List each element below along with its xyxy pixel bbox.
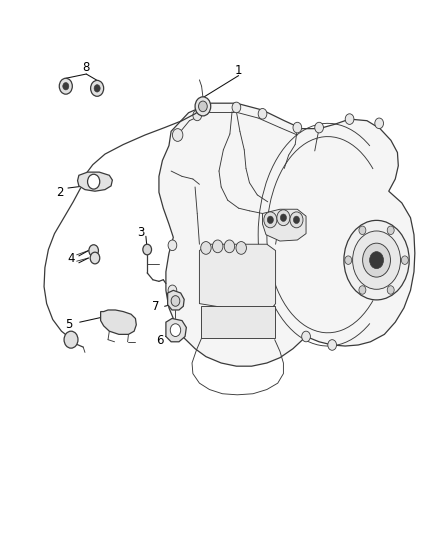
Circle shape <box>387 286 394 294</box>
Circle shape <box>198 101 207 112</box>
Circle shape <box>212 240 223 253</box>
Text: 4: 4 <box>67 252 75 265</box>
Text: 7: 7 <box>152 300 159 313</box>
Circle shape <box>143 244 152 255</box>
Polygon shape <box>78 172 113 191</box>
Circle shape <box>195 97 211 116</box>
Circle shape <box>293 216 300 223</box>
Polygon shape <box>166 318 186 342</box>
Circle shape <box>173 128 183 141</box>
Circle shape <box>280 214 286 221</box>
Circle shape <box>267 216 273 223</box>
Text: 8: 8 <box>83 61 90 74</box>
Circle shape <box>401 256 408 264</box>
Circle shape <box>264 212 277 228</box>
Polygon shape <box>199 244 276 309</box>
Polygon shape <box>101 310 136 334</box>
Circle shape <box>359 226 366 235</box>
Circle shape <box>89 245 99 256</box>
Circle shape <box>88 174 100 189</box>
Circle shape <box>171 296 180 306</box>
Circle shape <box>170 324 181 336</box>
Text: 6: 6 <box>156 334 164 347</box>
Circle shape <box>345 114 354 124</box>
Circle shape <box>168 240 177 251</box>
Polygon shape <box>262 209 306 241</box>
Circle shape <box>375 118 384 128</box>
Circle shape <box>277 210 290 225</box>
Polygon shape <box>159 103 415 366</box>
Circle shape <box>363 243 391 277</box>
Circle shape <box>224 240 235 253</box>
Circle shape <box>370 252 384 269</box>
Text: 1: 1 <box>235 64 242 77</box>
Polygon shape <box>201 306 275 338</box>
Circle shape <box>91 80 104 96</box>
Circle shape <box>90 252 100 264</box>
Circle shape <box>168 285 177 296</box>
Circle shape <box>344 220 409 300</box>
Circle shape <box>359 286 366 294</box>
Text: 5: 5 <box>65 318 73 332</box>
Circle shape <box>290 212 303 228</box>
Circle shape <box>236 241 247 254</box>
Circle shape <box>63 83 69 90</box>
Circle shape <box>328 340 336 350</box>
Circle shape <box>59 78 72 94</box>
Circle shape <box>258 109 267 119</box>
Circle shape <box>201 241 211 254</box>
Circle shape <box>293 122 302 133</box>
Text: 3: 3 <box>137 225 145 239</box>
Polygon shape <box>168 290 184 310</box>
Circle shape <box>94 85 100 92</box>
Circle shape <box>64 331 78 348</box>
Circle shape <box>353 231 400 289</box>
Circle shape <box>193 110 201 120</box>
Circle shape <box>315 122 323 133</box>
Circle shape <box>232 102 241 113</box>
Circle shape <box>345 256 352 264</box>
Circle shape <box>302 331 311 342</box>
Circle shape <box>387 226 394 235</box>
Text: 2: 2 <box>57 186 64 199</box>
